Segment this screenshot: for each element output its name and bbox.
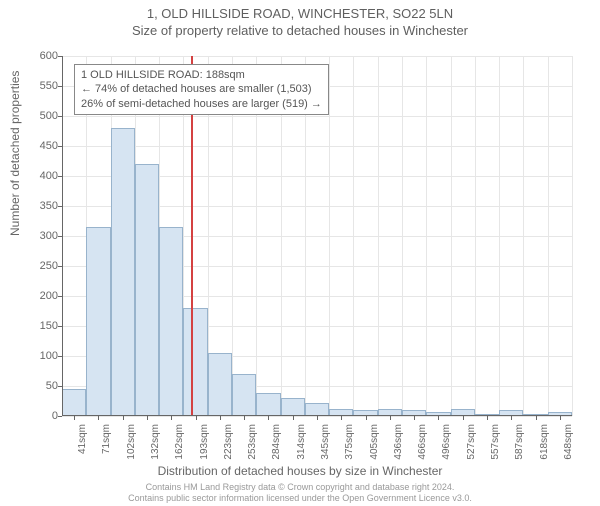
annotation-line: 1 OLD HILLSIDE ROAD: 188sqm <box>81 68 322 82</box>
y-tick-mark <box>58 206 62 207</box>
gridline-vertical <box>548 56 549 416</box>
histogram-bar <box>111 128 135 416</box>
histogram-bar <box>378 409 402 416</box>
histogram-bar <box>62 389 86 416</box>
x-tick-mark <box>123 416 124 420</box>
page-subtitle: Size of property relative to detached ho… <box>0 23 600 38</box>
gridline-vertical <box>329 56 330 416</box>
gridline-vertical <box>572 56 573 416</box>
gridline-vertical <box>475 56 476 416</box>
y-tick-label: 450 <box>18 140 58 152</box>
histogram-bar <box>183 308 207 416</box>
x-tick-mark <box>463 416 464 420</box>
footer-line-1: Contains HM Land Registry data © Crown c… <box>146 482 455 492</box>
histogram-bar <box>135 164 159 416</box>
x-tick-mark <box>341 416 342 420</box>
gridline-vertical <box>378 56 379 416</box>
histogram-bar <box>159 227 183 416</box>
histogram-chart: 1 OLD HILLSIDE ROAD: 188sqm← 74% of deta… <box>62 56 572 416</box>
y-tick-mark <box>58 236 62 237</box>
histogram-bar <box>305 403 329 416</box>
y-tick-label: 500 <box>18 110 58 122</box>
page-title: 1, OLD HILLSIDE ROAD, WINCHESTER, SO22 5… <box>0 6 600 21</box>
x-tick-mark <box>171 416 172 420</box>
x-axis-label: Distribution of detached houses by size … <box>0 464 600 478</box>
y-tick-mark <box>58 386 62 387</box>
gridline-horizontal <box>62 146 572 147</box>
y-tick-mark <box>58 416 62 417</box>
x-tick-mark <box>98 416 99 420</box>
gridline-vertical <box>451 56 452 416</box>
histogram-bar <box>451 409 475 416</box>
histogram-bar <box>232 374 256 416</box>
gridline-horizontal <box>62 56 572 57</box>
y-tick-mark <box>58 176 62 177</box>
y-tick-label: 600 <box>18 50 58 62</box>
gridline-vertical <box>353 56 354 416</box>
gridline-vertical <box>523 56 524 416</box>
y-tick-label: 350 <box>18 200 58 212</box>
annotation-line: 26% of semi-detached houses are larger (… <box>81 97 322 111</box>
annotation-line: ← 74% of detached houses are smaller (1,… <box>81 82 322 96</box>
gridline-horizontal <box>62 116 572 117</box>
attribution-footer: Contains HM Land Registry data © Crown c… <box>0 482 600 504</box>
x-tick-mark <box>293 416 294 420</box>
x-tick-mark <box>366 416 367 420</box>
y-tick-label: 50 <box>18 380 58 392</box>
x-tick-mark <box>74 416 75 420</box>
x-tick-mark <box>536 416 537 420</box>
x-tick-mark <box>414 416 415 420</box>
gridline-vertical <box>62 56 63 416</box>
y-tick-mark <box>58 56 62 57</box>
histogram-bar <box>329 409 353 416</box>
x-tick-mark <box>196 416 197 420</box>
x-tick-mark <box>147 416 148 420</box>
gridline-vertical <box>402 56 403 416</box>
y-tick-label: 400 <box>18 170 58 182</box>
histogram-bar <box>86 227 110 416</box>
x-tick-mark <box>487 416 488 420</box>
y-tick-mark <box>58 146 62 147</box>
y-tick-label: 0 <box>18 410 58 422</box>
plot-area: 1 OLD HILLSIDE ROAD: 188sqm← 74% of deta… <box>62 56 572 416</box>
y-tick-mark <box>58 86 62 87</box>
x-tick-mark <box>390 416 391 420</box>
y-tick-label: 100 <box>18 350 58 362</box>
histogram-bar <box>281 398 305 416</box>
histogram-bar <box>208 353 232 416</box>
y-tick-label: 300 <box>18 230 58 242</box>
x-tick-mark <box>317 416 318 420</box>
gridline-vertical <box>499 56 500 416</box>
histogram-bar <box>256 393 280 416</box>
y-tick-mark <box>58 326 62 327</box>
x-tick-mark <box>220 416 221 420</box>
x-tick-mark <box>438 416 439 420</box>
x-tick-mark <box>560 416 561 420</box>
gridline-vertical <box>426 56 427 416</box>
y-tick-label: 200 <box>18 290 58 302</box>
footer-line-2: Contains public sector information licen… <box>128 493 472 503</box>
x-tick-mark <box>511 416 512 420</box>
y-tick-mark <box>58 296 62 297</box>
y-tick-label: 250 <box>18 260 58 272</box>
y-tick-label: 150 <box>18 320 58 332</box>
annotation-box: 1 OLD HILLSIDE ROAD: 188sqm← 74% of deta… <box>74 64 329 115</box>
y-tick-mark <box>58 116 62 117</box>
y-tick-label: 550 <box>18 80 58 92</box>
x-tick-mark <box>268 416 269 420</box>
x-tick-mark <box>244 416 245 420</box>
y-tick-mark <box>58 266 62 267</box>
y-tick-mark <box>58 356 62 357</box>
